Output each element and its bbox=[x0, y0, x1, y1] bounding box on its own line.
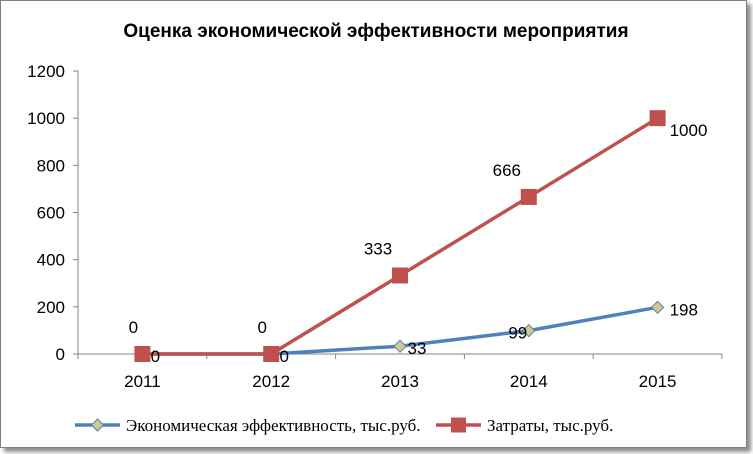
x-axis: 2011 2012 2013 2014 2015 bbox=[77, 353, 723, 391]
series-2-data-label: 0 bbox=[257, 318, 266, 337]
series-1-point bbox=[393, 339, 407, 353]
series-1-data-label: 33 bbox=[408, 339, 427, 358]
x-tick-label: 2015 bbox=[639, 372, 677, 391]
chart-title: Оценка экономической эффективности мероп… bbox=[123, 21, 628, 42]
series-1-data-label: 99 bbox=[508, 324, 527, 343]
series-2-point bbox=[263, 346, 280, 362]
y-tick-label: 1000 bbox=[27, 109, 65, 128]
series-1-point bbox=[650, 300, 665, 315]
legend-marker-square bbox=[451, 417, 466, 433]
series-2-data-label: 0 bbox=[129, 318, 138, 337]
series-1-point bbox=[522, 323, 536, 338]
y-tick-label: 0 bbox=[56, 345, 65, 364]
y-tick-label: 800 bbox=[37, 156, 65, 175]
x-tick-label: 2013 bbox=[381, 372, 419, 391]
series-2-data-label: 1000 bbox=[670, 121, 708, 140]
chart-frame bbox=[0, 0, 747, 448]
series-1-data-label: 0 bbox=[151, 347, 160, 366]
legend-label-2: Затраты, тыс.руб. bbox=[487, 416, 613, 435]
series-2-point bbox=[392, 267, 408, 284]
y-axis: 0 200 400 600 800 1000 1200 bbox=[27, 62, 79, 364]
series-2-point bbox=[134, 346, 151, 362]
x-tick-label: 2012 bbox=[252, 372, 290, 391]
series-line-2 bbox=[142, 116, 659, 356]
y-tick-label: 400 bbox=[37, 251, 65, 270]
y-tick-label: 200 bbox=[37, 298, 65, 317]
x-tick-label: 2014 bbox=[510, 372, 548, 391]
series-2-point bbox=[520, 188, 537, 205]
legend-marker-diamond bbox=[90, 418, 105, 432]
series-group bbox=[134, 110, 666, 362]
series-2-point bbox=[649, 110, 666, 127]
legend: Экономическая эффективность, тыс.руб. Зат… bbox=[75, 416, 613, 435]
x-tick-label: 2011 bbox=[124, 372, 161, 391]
series-2-data-label: 333 bbox=[364, 239, 392, 258]
series-1-data-label: 0 bbox=[279, 347, 288, 366]
y-tick-label: 1200 bbox=[27, 62, 65, 81]
y-tick-label: 600 bbox=[37, 204, 65, 223]
legend-label-1: Экономическая эффективность, тыс.руб. bbox=[126, 416, 421, 435]
series-1-data-label: 198 bbox=[670, 300, 698, 319]
series-2-data-label: 666 bbox=[493, 161, 521, 180]
